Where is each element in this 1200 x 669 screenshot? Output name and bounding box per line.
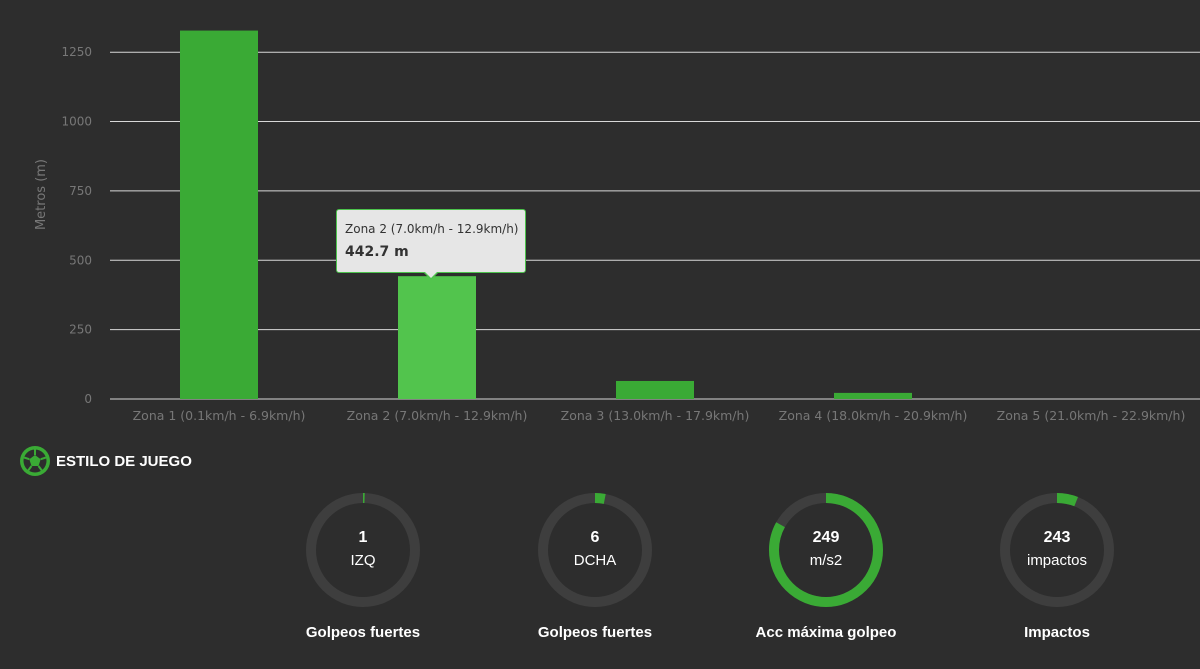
section-header: ESTILO DE JUEGO [18, 444, 192, 478]
bar[interactable] [398, 276, 476, 399]
gauge-label: Acc máxima golpeo [755, 624, 897, 641]
gauge-label: Golpeos fuertes [537, 624, 653, 641]
x-tick-label: Zona 4 (18.0km/h - 20.9km/h) [779, 408, 968, 423]
gauge-impacts: 243 impactos Impactos [987, 490, 1127, 641]
gauge-progress-arc [306, 493, 420, 607]
gauge-unit: IZQ [350, 552, 376, 569]
y-axis-label: Metros (m) [34, 159, 49, 230]
bar[interactable] [834, 392, 912, 399]
gauge-value: 1 [358, 529, 368, 546]
bar-chart: 0 250 500 750 1000 1250 Metros (m) Zona 1 (0.1k… [34, 30, 1200, 423]
tooltip-value: 442.7 m [345, 244, 409, 260]
x-tick-label: Zona 5 (21.0km/h - 22.9km/h) [997, 408, 1186, 423]
gauge-ring [769, 493, 883, 607]
y-tick-label: 1250 [61, 45, 92, 59]
x-tick-label: Zona 2 (7.0km/h - 12.9km/h) [347, 408, 528, 423]
gauge-right-strikes: 6 DCHA Golpeos fuertes [525, 490, 665, 641]
gauge-value: 6 [590, 529, 600, 546]
gauge-progress-arc [1000, 493, 1114, 607]
soccer-ball-icon [20, 446, 50, 476]
y-tick-label: 0 [84, 392, 92, 406]
bar[interactable] [180, 30, 258, 399]
gauge-unit: m/s2 [809, 552, 843, 569]
gauge-ring [306, 493, 420, 607]
gauge-left-strikes: 1 IZQ Golpeos fuertes [293, 490, 433, 641]
chart-tooltip: Zona 2 (7.0km/h - 12.9km/h) 442.7 m [336, 209, 526, 280]
gauge-value: 243 [1043, 529, 1071, 546]
y-tick-label: 250 [69, 323, 92, 337]
gauge-label: Golpeos fuertes [305, 624, 421, 641]
y-tick-label: 1000 [61, 115, 92, 129]
gauge-unit: impactos [1026, 552, 1088, 569]
y-tick-label: 500 [69, 253, 92, 267]
gauge-progress-arc [769, 493, 883, 607]
gauge-label: Impactos [1024, 624, 1090, 641]
section-title: ESTILO DE JUEGO [56, 452, 192, 470]
bar[interactable] [616, 380, 694, 399]
y-tick-label: 750 [69, 184, 92, 198]
tooltip-title: Zona 2 (7.0km/h - 12.9km/h) [345, 222, 519, 236]
gauge-max-acceleration: 249 m/s2 Acc máxima golpeo [756, 490, 896, 641]
gauge-ring [538, 493, 652, 607]
x-tick-label: Zona 3 (13.0km/h - 17.9km/h) [561, 408, 750, 423]
gauge-value: 249 [812, 529, 840, 546]
gauge-ring [1000, 493, 1114, 607]
x-tick-label: Zona 1 (0.1km/h - 6.9km/h) [133, 408, 306, 423]
gauge-progress-arc [538, 493, 652, 607]
gauge-unit: DCHA [573, 552, 617, 569]
